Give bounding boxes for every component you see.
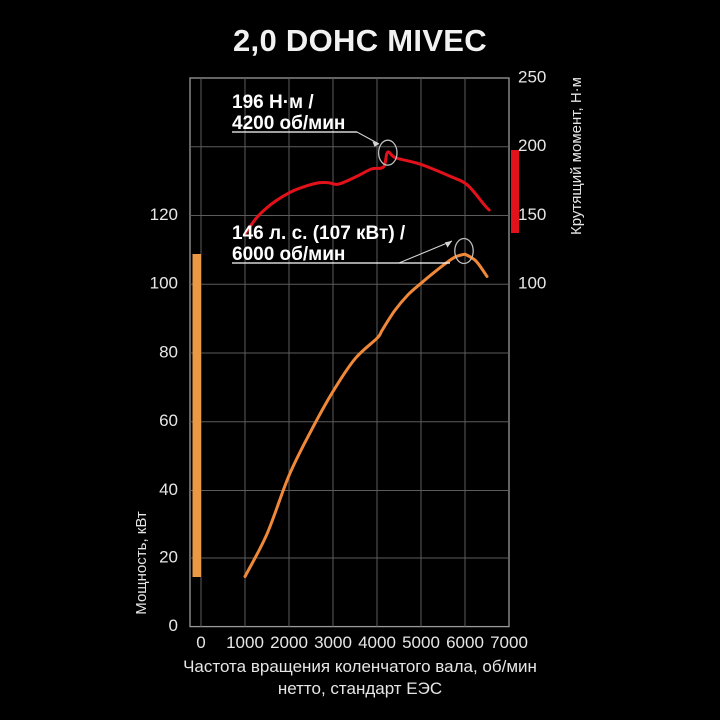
svg-text:200: 200 (518, 136, 546, 155)
svg-text:40: 40 (159, 480, 178, 499)
svg-text:нетто, стандарт ЕЭС: нетто, стандарт ЕЭС (278, 679, 442, 698)
svg-text:1000: 1000 (226, 633, 264, 652)
svg-text:146 л. с. (107 кВт) /: 146 л. с. (107 кВт) / (232, 223, 406, 244)
svg-text:250: 250 (518, 67, 546, 86)
svg-text:5000: 5000 (402, 633, 440, 652)
svg-text:0: 0 (169, 616, 178, 635)
svg-text:7000: 7000 (490, 633, 528, 652)
svg-text:3000: 3000 (314, 633, 352, 652)
svg-text:196 Н·м /: 196 Н·м / (232, 92, 314, 113)
svg-text:Крутящий момент, Н·м: Крутящий момент, Н·м (568, 77, 585, 235)
svg-text:6000 об/мин: 6000 об/мин (232, 244, 345, 265)
svg-text:2000: 2000 (270, 633, 308, 652)
svg-text:150: 150 (518, 205, 546, 224)
svg-text:Частота вращения коленчатого в: Частота вращения коленчатого вала, об/ми… (183, 657, 537, 676)
svg-text:20: 20 (159, 547, 178, 566)
svg-text:100: 100 (150, 274, 178, 293)
svg-text:4000: 4000 (358, 633, 396, 652)
svg-text:60: 60 (159, 411, 178, 430)
svg-text:6000: 6000 (446, 633, 484, 652)
svg-text:80: 80 (159, 342, 178, 361)
svg-text:100: 100 (518, 274, 546, 293)
svg-text:120: 120 (150, 205, 178, 224)
svg-text:4200 об/мин: 4200 об/мин (232, 113, 345, 134)
svg-text:Мощность, кВт: Мощность, кВт (133, 511, 150, 615)
svg-text:0: 0 (196, 633, 205, 652)
